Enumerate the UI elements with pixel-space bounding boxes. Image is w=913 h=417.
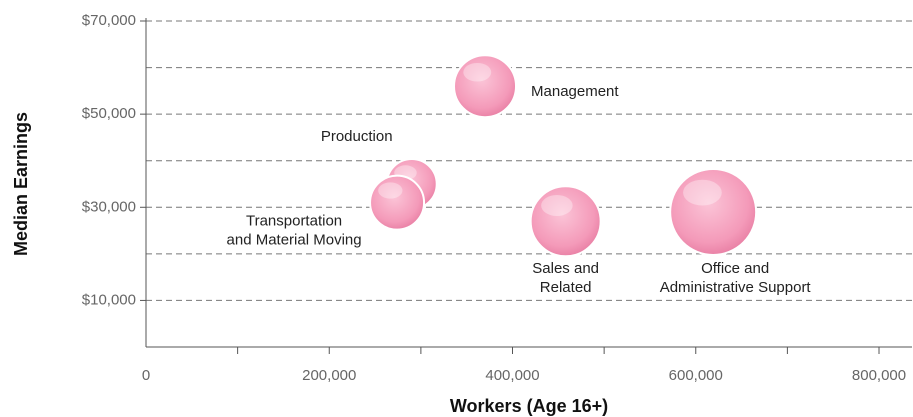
bubble (529, 185, 602, 258)
bubble-label: Transportation (246, 213, 342, 230)
y-tick-label: $50,000 (82, 105, 136, 122)
bubble-label: Office and (701, 260, 769, 277)
y-tick-label: $30,000 (82, 198, 136, 215)
x-tick-label: 800,000 (852, 367, 906, 384)
bubble-highlight (463, 62, 492, 82)
bubble-highlight (683, 179, 722, 206)
x-tick-label: 400,000 (485, 367, 539, 384)
bubble (669, 167, 758, 256)
y-axis-title: Median Earnings (11, 112, 31, 256)
bubble-label: Related (540, 279, 592, 296)
bubble-highlight (378, 182, 403, 199)
bubble-label: Administrative Support (660, 279, 812, 296)
x-tick-label: 600,000 (669, 367, 723, 384)
x-tick-label: 200,000 (302, 367, 356, 384)
bubble-label: Production (321, 128, 393, 145)
x-tick-label: 0 (142, 367, 150, 384)
bubble-label: and Material Moving (227, 232, 362, 249)
y-tick-label: $10,000 (82, 291, 136, 308)
bubble-label: Management (531, 83, 619, 100)
x-axis-title: Workers (Age 16+) (450, 396, 608, 416)
bubble (369, 174, 426, 231)
bubble (453, 54, 518, 119)
y-tick-label: $70,000 (82, 12, 136, 29)
bubble-label: Sales and (532, 260, 599, 277)
bubble-highlight (541, 195, 573, 217)
